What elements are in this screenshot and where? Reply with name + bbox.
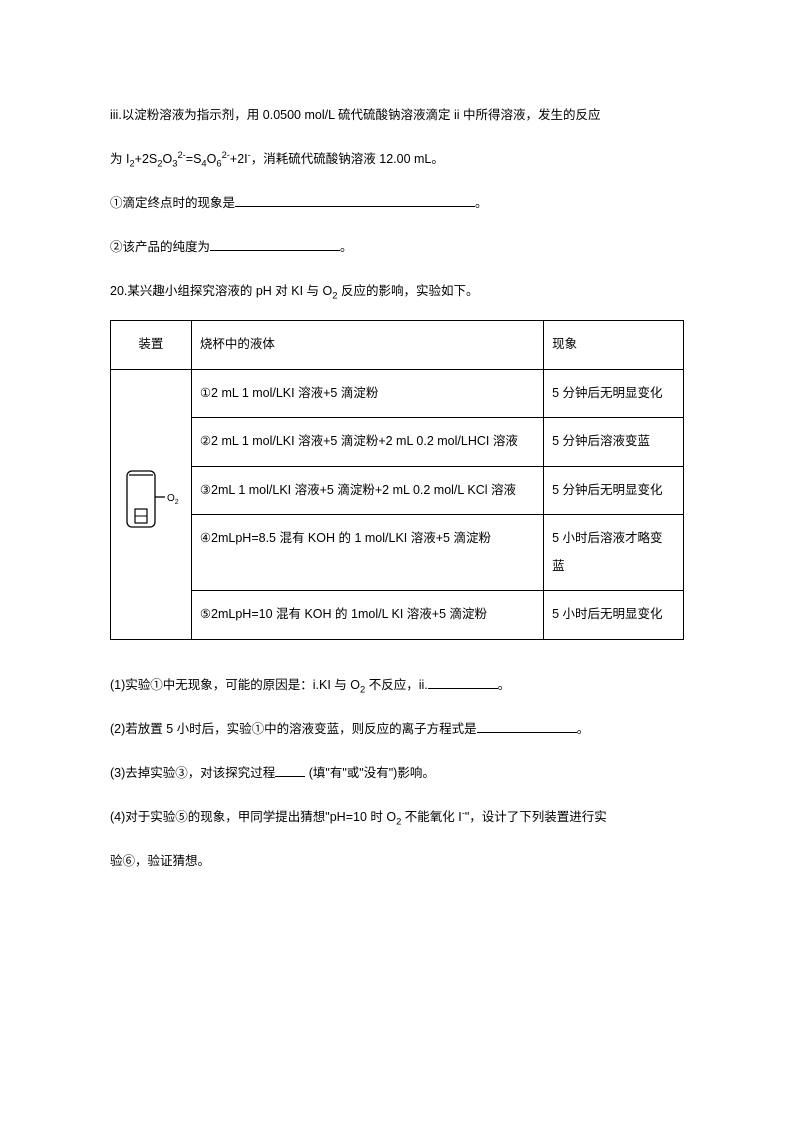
cell-phenomenon: 5 分钟后无明显变化	[544, 369, 684, 418]
cell-liquid: ①2 mL 1 mol/LKI 溶液+5 滴淀粉	[191, 369, 543, 418]
text: =S	[186, 152, 202, 166]
sup: 2-	[177, 150, 185, 160]
text: ①滴定终点时的现象是	[110, 196, 235, 210]
text: 。	[475, 196, 488, 210]
text: O	[162, 152, 172, 166]
header-apparatus: 装置	[111, 321, 192, 370]
table-header-row: 装置 烧杯中的液体 现象	[111, 321, 684, 370]
blank-line	[428, 676, 498, 689]
question-1: (1)实验①中无现象，可能的原因是：i.KI 与 O2 不反应，ii.。	[110, 670, 684, 700]
blank-line	[275, 764, 305, 777]
text: 验⑥，验证猜想。	[110, 854, 210, 868]
text: 。	[577, 722, 590, 736]
text: +2I	[230, 152, 248, 166]
question-4: (4)对于实验⑤的现象，甲同学提出猜想"pH=10 时 O2 不能氧化 I-"，…	[110, 802, 684, 832]
question-4-line2: 验⑥，验证猜想。	[110, 846, 684, 876]
cell-liquid: ④2mLpH=8.5 混有 KOH 的 1 mol/LKI 溶液+5 滴淀粉	[191, 515, 543, 591]
text: 为 I	[110, 152, 129, 166]
blank-line	[477, 720, 577, 733]
cell-phenomenon: 5 分钟后无明显变化	[544, 466, 684, 515]
text: +2S	[135, 152, 158, 166]
paragraph-iii: iii.以淀粉溶液为指示剂，用 0.0500 mol/L 硫代硫酸钠溶液滴定 i…	[110, 100, 684, 130]
text: (3)去掉实验③，对该探究过程	[110, 766, 275, 780]
text: 20.某兴趣小组探究溶液的 pH 对 KI 与 O	[110, 284, 332, 298]
question-3: (3)去掉实验③，对该探究过程 (填"有"或"没有")影响。	[110, 758, 684, 788]
cell-phenomenon: 5 小时后溶液才略变蓝	[544, 515, 684, 591]
header-phenomenon: 现象	[544, 321, 684, 370]
cell-phenomenon: 5 分钟后溶液变蓝	[544, 418, 684, 467]
text: ，消耗硫代硫酸钠溶液 12.00 mL。	[251, 152, 444, 166]
text: 反应的影响，实验如下。	[337, 284, 478, 298]
sub: 3	[172, 159, 177, 169]
table-row: O2 ①2 mL 1 mol/LKI 溶液+5 滴淀粉 5 分钟后无明显变化	[111, 369, 684, 418]
svg-text:O2: O2	[167, 493, 179, 506]
text: (1)实验①中无现象，可能的原因是：i.KI 与 O	[110, 678, 360, 692]
text: 。	[340, 240, 353, 254]
cell-liquid: ③2mL 1 mol/LKI 溶液+5 滴淀粉+2 mL 0.2 mol/L K…	[191, 466, 543, 515]
paragraph-circle1: ①滴定终点时的现象是 。	[110, 188, 684, 218]
text: (4)对于实验⑤的现象，甲同学提出猜想"pH=10 时 O	[110, 810, 396, 824]
sub: 6	[216, 159, 221, 169]
table-row: ⑤2mLpH=10 混有 KOH 的 1mol/L KI 溶液+5 滴淀粉 5 …	[111, 591, 684, 640]
text: ②该产品的纯度为	[110, 240, 210, 254]
text: (填"有"或"没有")影响。	[305, 766, 435, 780]
paragraph-circle2: ②该产品的纯度为 。	[110, 232, 684, 262]
experiment-table: 装置 烧杯中的液体 现象 O2 ①2 mL 1 mol/LKI 溶液+5 滴淀粉…	[110, 320, 684, 640]
sup: 2-	[222, 150, 230, 160]
cell-liquid: ⑤2mLpH=10 混有 KOH 的 1mol/L KI 溶液+5 滴淀粉	[191, 591, 543, 640]
text: 不反应，ii.	[365, 678, 428, 692]
paragraph-iii-equation: 为 I2+2S2O32-=S4O62-+2I-，消耗硫代硫酸钠溶液 12.00 …	[110, 144, 684, 174]
text: (2)若放置 5 小时后，实验①中的溶液变蓝，则反应的离子方程式是	[110, 722, 477, 736]
text: iii.以淀粉溶液为指示剂，用 0.0500 mol/L 硫代硫酸钠溶液滴定 i…	[110, 108, 601, 122]
cell-phenomenon: 5 小时后无明显变化	[544, 591, 684, 640]
text: 不能氧化 I	[401, 810, 461, 824]
blank-line	[210, 239, 340, 252]
table-row: ④2mLpH=8.5 混有 KOH 的 1 mol/LKI 溶液+5 滴淀粉 5…	[111, 515, 684, 591]
text: 。	[498, 678, 511, 692]
text: "，设计了下列装置进行实	[465, 810, 607, 824]
table-row: ③2mL 1 mol/LKI 溶液+5 滴淀粉+2 mL 0.2 mol/L K…	[111, 466, 684, 515]
header-liquid: 烧杯中的液体	[191, 321, 543, 370]
apparatus-cell: O2	[111, 369, 192, 639]
text: O	[207, 152, 217, 166]
question-2: (2)若放置 5 小时后，实验①中的溶液变蓝，则反应的离子方程式是 。	[110, 714, 684, 744]
blank-line	[235, 195, 475, 208]
table-row: ②2 mL 1 mol/LKI 溶液+5 滴淀粉+2 mL 0.2 mol/LH…	[111, 418, 684, 467]
cell-liquid: ②2 mL 1 mol/LKI 溶液+5 滴淀粉+2 mL 0.2 mol/LH…	[191, 418, 543, 467]
apparatus-icon: O2	[121, 467, 181, 542]
q20-intro: 20.某兴趣小组探究溶液的 pH 对 KI 与 O2 反应的影响，实验如下。	[110, 276, 684, 306]
